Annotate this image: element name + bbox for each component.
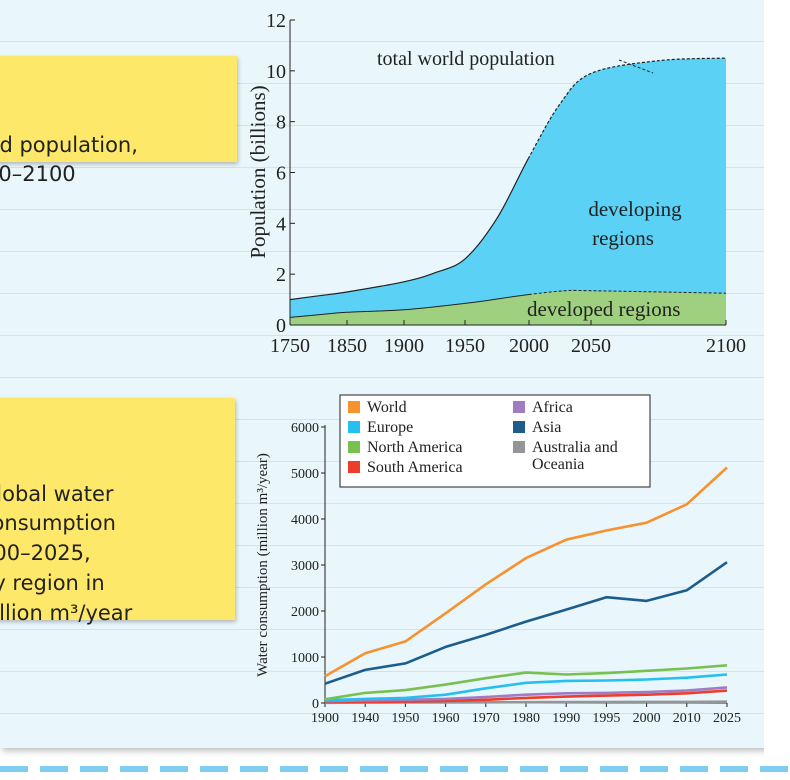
total-population-label: total world population xyxy=(377,48,555,70)
water-chart: 0 1000 2000 3000 4000 5000 6000 1900 1940 1950 196… xyxy=(255,394,741,725)
legend-swatch xyxy=(348,441,360,453)
y-tick-label: 0 xyxy=(276,315,286,337)
series-line-europe xyxy=(324,673,728,702)
x-tick-label: 1995 xyxy=(592,711,620,725)
series-line-north-america xyxy=(324,664,728,701)
series-line-south-america xyxy=(324,689,728,704)
x-tick-label: 2025 xyxy=(713,711,741,725)
y-axis-title: Population (billions) xyxy=(246,85,270,258)
x-tick-label: 1940 xyxy=(351,711,379,725)
note-water-consumption-text: Global water consumption 900–2025, by re… xyxy=(0,481,133,625)
x-tick-label: 1960 xyxy=(432,711,460,725)
x-tick-label: 1850 xyxy=(327,335,367,357)
legend-label: Africa xyxy=(532,399,573,416)
developed-population-line xyxy=(289,293,529,318)
legend-label: South America xyxy=(367,459,463,476)
legend-label: World xyxy=(367,399,407,416)
developing-regions-label-line1: developing xyxy=(588,197,682,221)
y-tick-label: 1000 xyxy=(291,651,319,666)
legend-swatch xyxy=(348,461,360,473)
torn-edge xyxy=(764,0,790,760)
x-tick-label: 2000 xyxy=(633,711,661,725)
y-tick-label: 2000 xyxy=(291,605,319,620)
legend-label: North America xyxy=(367,439,463,456)
legend-label: Australia and xyxy=(532,439,618,456)
developing-regions-label-line2: regions xyxy=(592,226,654,250)
x-tick-label: 1970 xyxy=(472,711,500,725)
legend-swatch xyxy=(348,421,360,433)
note-water-consumption: Global water consumption 900–2025, by re… xyxy=(0,398,235,625)
x-tick-label: 1950 xyxy=(391,711,419,725)
developing-regions-area xyxy=(290,58,726,325)
x-tick-label: 2100 xyxy=(706,335,746,357)
y-tick-label: 6 xyxy=(276,163,286,185)
developed-population-projection-line xyxy=(529,289,727,296)
total-population-projection-line xyxy=(529,57,727,159)
legend-box xyxy=(339,394,651,488)
y-tick-label: 3000 xyxy=(291,559,319,574)
total-population-leader xyxy=(618,59,654,74)
x-tick-label: 1990 xyxy=(552,711,580,725)
series-line-world xyxy=(324,466,728,678)
legend-label: Oceania xyxy=(532,456,584,473)
developed-regions-area xyxy=(290,290,726,325)
legend-swatch xyxy=(348,401,360,413)
x-tick-label: 2000 xyxy=(509,335,549,357)
legend-swatch xyxy=(513,441,525,453)
dashed-divider xyxy=(0,766,790,772)
note-world-population: rld population, 50–2100 xyxy=(0,56,237,186)
x-tick-label: 1900 xyxy=(384,335,424,357)
x-tick-label: 1750 xyxy=(270,335,310,357)
y-tick-label: 4000 xyxy=(291,513,319,528)
x-tick-label: 2010 xyxy=(673,711,701,725)
legend-label: Asia xyxy=(532,419,561,436)
y-tick-label: 0 xyxy=(312,697,319,712)
total-population-line xyxy=(289,156,529,301)
population-chart: 0 2 4 6 8 10 12 1750 1850 1900 1950 2000 2050 2100 Pop… xyxy=(246,10,746,357)
x-tick-label: 1900 xyxy=(311,711,339,725)
legend-swatch xyxy=(513,401,525,413)
y-tick-label: 5000 xyxy=(291,467,319,482)
y-tick-label: 10 xyxy=(266,61,286,83)
y-tick-label: 6000 xyxy=(291,421,319,436)
x-tick-label: 2050 xyxy=(571,335,611,357)
series-line-africa xyxy=(324,686,728,703)
legend-label: Europe xyxy=(367,419,413,436)
legend-swatch xyxy=(513,421,525,433)
x-tick-label: 1950 xyxy=(445,335,485,357)
y-tick-label: 8 xyxy=(276,112,286,134)
y-tick-label: 12 xyxy=(266,10,286,32)
legend: World Europe North America South America Afr… xyxy=(339,394,651,488)
x-tick-label: 1980 xyxy=(512,711,540,725)
note-world-population-text: rld population, 50–2100 xyxy=(0,132,138,187)
series-line-asia xyxy=(324,561,728,685)
y-tick-label: 2 xyxy=(276,264,286,286)
y-axis-title: Water consumption (million m³/year) xyxy=(255,453,271,677)
y-tick-label: 4 xyxy=(276,213,286,235)
developed-regions-label: developed regions xyxy=(527,297,680,321)
